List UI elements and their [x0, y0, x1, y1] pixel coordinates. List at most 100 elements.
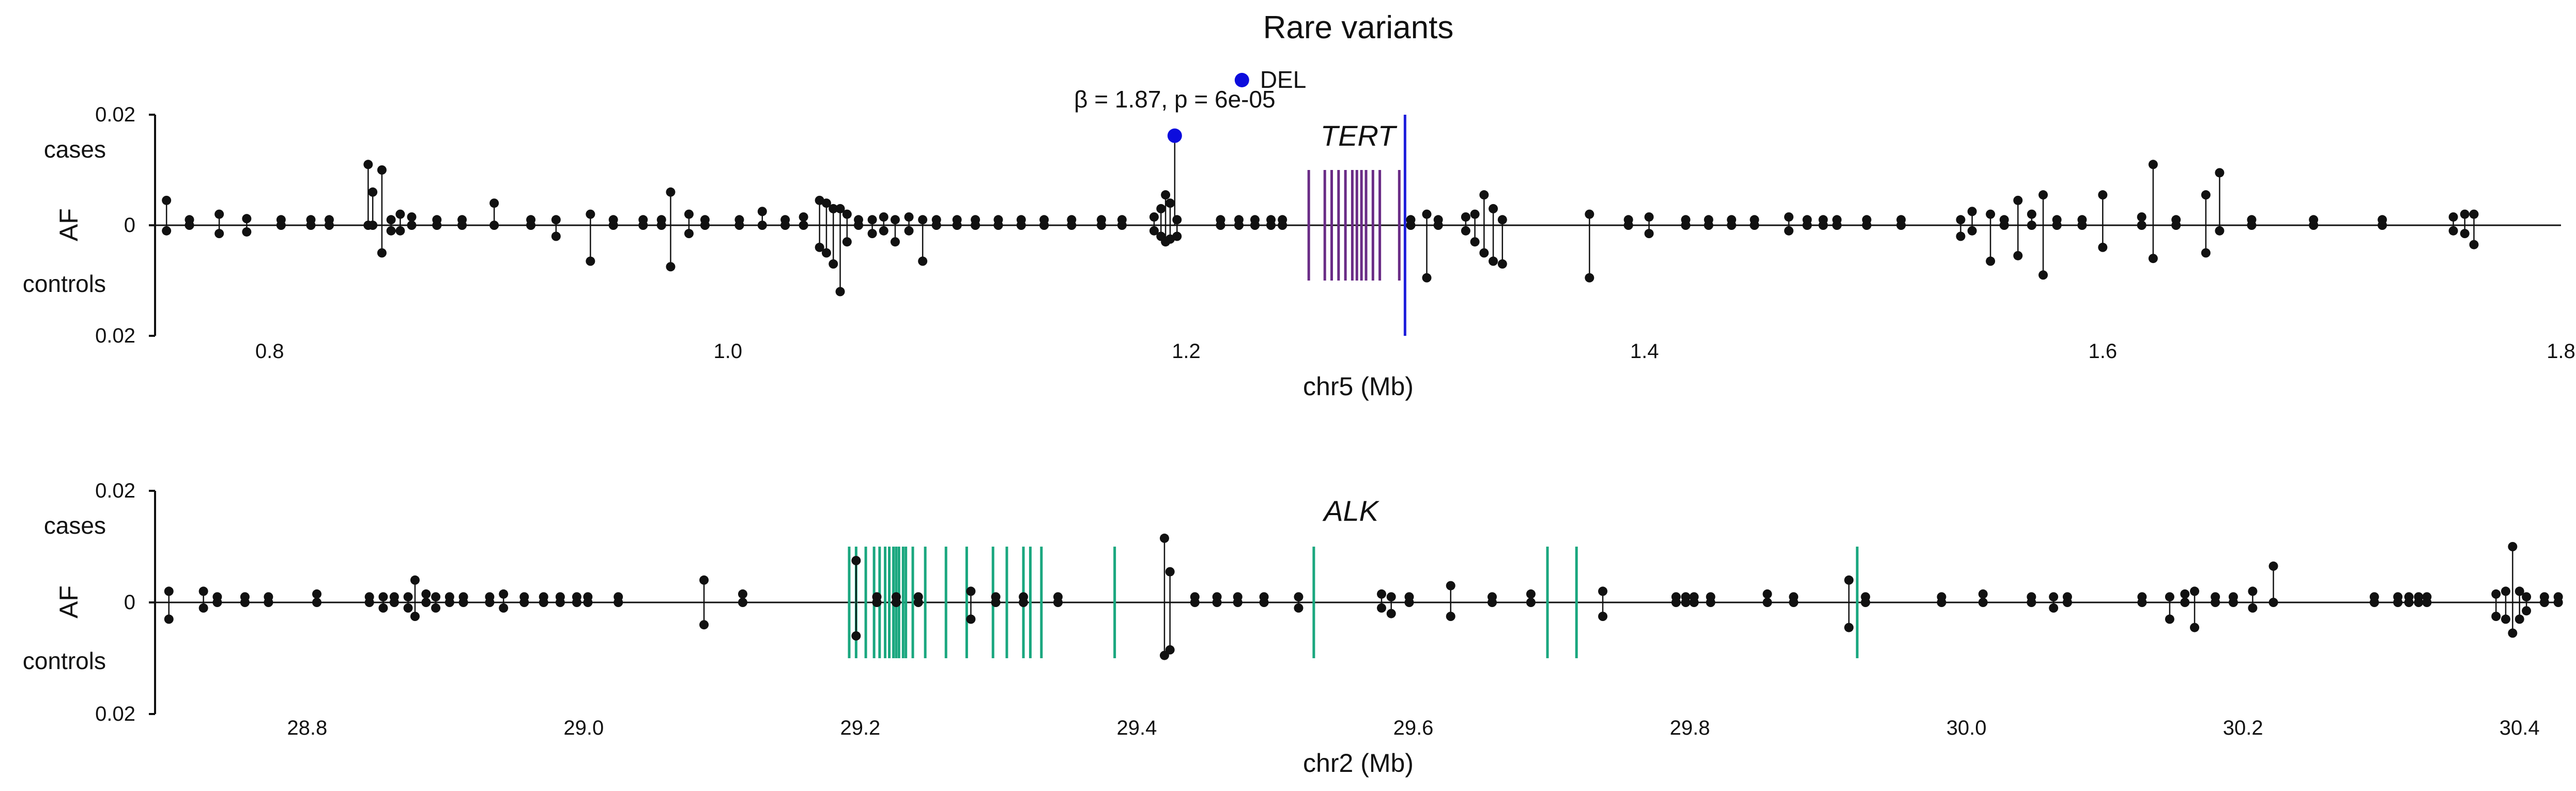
variant-point-controls — [1986, 256, 1996, 266]
variant-point-controls — [2148, 254, 2158, 263]
variant-point-cases — [835, 204, 845, 213]
variant-point-controls — [835, 287, 845, 297]
variant-point-cases — [403, 592, 413, 602]
variant-point-cases — [1497, 215, 1507, 225]
variant-point-controls — [2228, 598, 2238, 607]
variant-point-controls — [1967, 226, 1977, 236]
panel-tert-ytick-top: 0.02 — [95, 103, 135, 126]
variant-point-controls — [499, 603, 509, 613]
variant-point-cases — [2137, 212, 2146, 222]
variant-point-cases — [829, 204, 838, 213]
variant-point-cases — [2501, 586, 2510, 596]
variant-point-controls — [879, 226, 888, 236]
variant-point-controls — [842, 237, 852, 247]
variant-point-controls — [551, 231, 561, 241]
variant-point-controls — [931, 221, 941, 230]
variant-point-cases — [2491, 589, 2501, 599]
variant-point-controls — [586, 256, 595, 266]
variant-point-controls — [1818, 221, 1828, 230]
variant-point-controls — [1623, 221, 1633, 230]
panel-alk-xtick-label: 29.6 — [1393, 717, 1434, 739]
variant-point-controls — [2491, 612, 2501, 621]
variant-point-controls — [757, 221, 767, 230]
variant-point-cases — [1784, 212, 1793, 222]
variant-point-cases — [699, 575, 709, 585]
variant-point-controls — [364, 598, 374, 607]
variant-point-controls — [991, 598, 1001, 607]
variant-point-controls — [608, 221, 618, 230]
variant-point-cases — [1376, 589, 1386, 599]
variant-point-controls — [198, 603, 208, 613]
variant-point-controls — [1039, 221, 1049, 230]
variant-point-controls — [799, 221, 808, 230]
variant-point-cases — [162, 195, 172, 205]
variant-point-controls — [306, 221, 316, 230]
variant-point-controls — [684, 229, 694, 239]
variant-point-controls — [918, 256, 928, 266]
variant-point-controls — [1117, 221, 1127, 230]
variant-point-controls — [2062, 598, 2072, 607]
variant-point-controls — [1470, 237, 1480, 247]
variant-point-controls — [240, 598, 250, 607]
variant-point-cases — [499, 589, 509, 599]
variant-point-controls — [1489, 256, 1498, 266]
variant-point-controls — [2553, 598, 2563, 607]
panel-alk: AF cases controls 0.02 0 0.02 chr2 (Mb) … — [23, 479, 2563, 778]
variant-point-controls — [2137, 598, 2147, 607]
variant-point-cases — [378, 592, 388, 602]
panel-alk-ytick-zero: 0 — [124, 591, 135, 614]
variant-point-controls — [2211, 598, 2220, 607]
variant-point-cases — [1422, 209, 1432, 219]
panel-tert-xtick-label: 1.8 — [2547, 340, 2575, 363]
variant-point-controls — [1165, 645, 1175, 655]
variant-point-controls — [1216, 221, 1225, 230]
panel-tert-gene-label: TERT — [1321, 119, 1398, 152]
variant-point-cases — [890, 215, 900, 225]
variant-point-controls — [1727, 221, 1737, 230]
variant-point-controls — [2052, 221, 2062, 230]
variant-point-cases — [1844, 575, 1854, 585]
variant-point-controls — [2027, 598, 2036, 607]
variant-point-controls — [2422, 598, 2432, 607]
variant-point-controls — [2013, 251, 2023, 260]
variant-point-controls — [539, 598, 548, 607]
variant-point-controls — [276, 221, 286, 230]
variant-point-cases — [395, 209, 405, 219]
variant-point-cases — [1956, 215, 1966, 225]
variant-point-cases — [242, 214, 252, 224]
variant-point-cases — [1598, 586, 1608, 596]
variant-point-controls — [2404, 598, 2414, 607]
variant-point-controls — [1212, 598, 1222, 607]
variant-point-cases — [757, 207, 767, 216]
variant-point-controls — [2514, 614, 2524, 624]
del-variant-point — [1167, 128, 1182, 143]
variant-point-cases — [2469, 209, 2479, 219]
variant-point-cases — [1470, 209, 1480, 219]
variant-point-cases — [2049, 592, 2059, 602]
variant-point-controls — [2448, 226, 2458, 236]
variant-point-cases — [1149, 212, 1159, 222]
variant-point-cases — [1161, 190, 1171, 200]
variant-point-controls — [1461, 226, 1470, 236]
variant-point-controls — [1096, 221, 1106, 230]
variant-point-cases — [2201, 190, 2211, 200]
variant-point-controls — [2369, 598, 2379, 607]
variant-point-controls — [1376, 603, 1386, 613]
variant-point-cases — [904, 212, 914, 222]
variant-point-controls — [1689, 598, 1699, 607]
variant-point-cases — [821, 198, 831, 208]
variant-point-cases — [312, 589, 322, 599]
variant-point-cases — [1294, 592, 1304, 602]
variant-point-controls — [2393, 598, 2403, 607]
variant-point-cases — [1978, 589, 1988, 599]
variant-point-cases — [2148, 160, 2158, 169]
variant-point-controls — [457, 221, 467, 230]
variant-point-controls — [1019, 598, 1029, 607]
variant-point-controls — [734, 221, 744, 230]
variant-point-controls — [2522, 606, 2532, 616]
variant-point-controls — [993, 221, 1003, 230]
variant-point-controls — [815, 242, 824, 252]
variant-point-controls — [1844, 623, 1854, 632]
variant-point-controls — [1190, 598, 1200, 607]
